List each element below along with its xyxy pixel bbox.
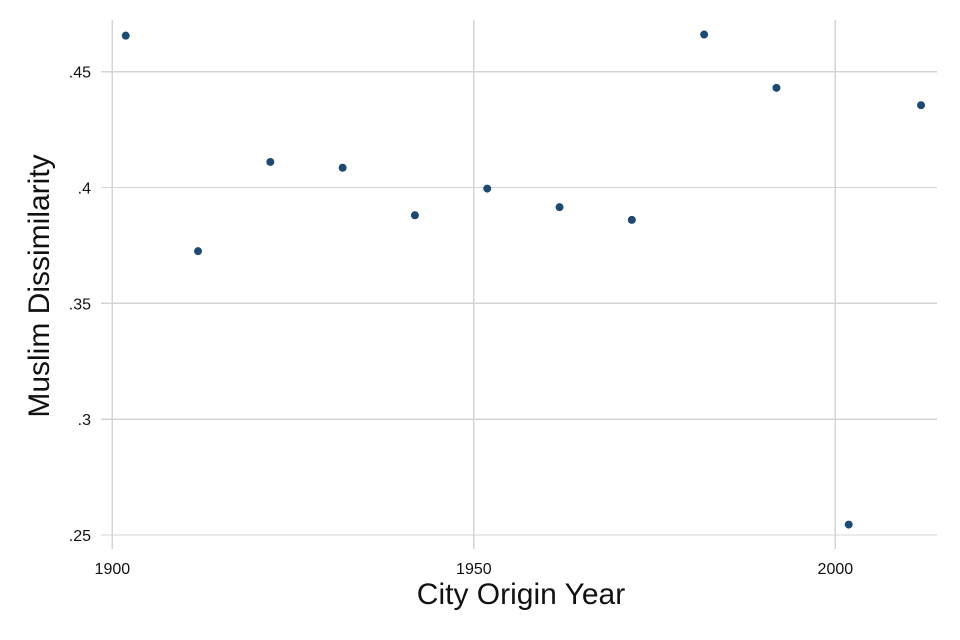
y-tick-label: .4 <box>78 180 91 197</box>
data-point <box>627 215 636 224</box>
x-tick-label: 1950 <box>456 561 492 578</box>
data-point <box>844 520 853 529</box>
y-tick-label: .35 <box>69 296 91 313</box>
y-axis-title: Muslim Dissimilarity <box>23 154 56 417</box>
data-point <box>266 157 275 166</box>
data-point <box>555 203 564 212</box>
y-tick-label: .45 <box>69 65 91 82</box>
data-point <box>917 101 926 110</box>
y-tick-label: .3 <box>78 412 91 429</box>
data-point <box>700 30 709 39</box>
y-axis-ticks: .25 .3 .35 .4 .45 <box>69 65 91 545</box>
data-point <box>338 163 347 172</box>
grid-lines <box>101 20 937 549</box>
x-tick-label: 1900 <box>95 561 131 578</box>
x-tick-label: 2000 <box>818 561 854 578</box>
data-point <box>410 211 419 220</box>
y-tick-label: .25 <box>69 528 91 545</box>
x-axis-title: City Origin Year <box>417 578 625 611</box>
data-point <box>483 184 492 193</box>
data-point <box>772 83 781 92</box>
x-axis-ticks: 1900 1950 2000 <box>95 561 854 578</box>
data-points <box>121 30 926 529</box>
data-point <box>194 247 203 256</box>
data-point <box>121 31 130 40</box>
